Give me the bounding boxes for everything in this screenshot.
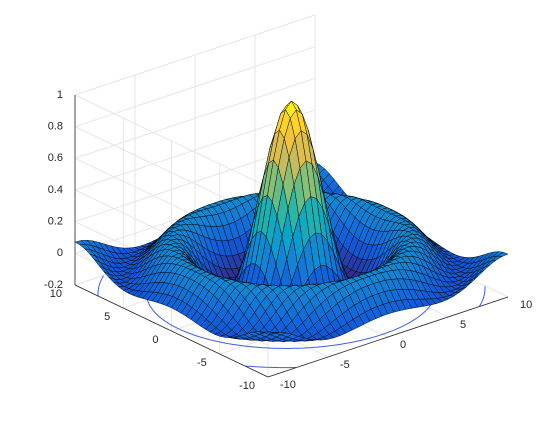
x-tick-label: 10 [520,299,532,311]
x-axis-line [267,296,509,378]
y-tick-label: 10 [50,288,62,300]
z-tick-label: -0.2 [44,279,63,291]
z-tick-label: 1 [57,89,63,101]
x-tick-label: -5 [340,359,350,371]
y-tick-label: -10 [239,380,255,392]
y-axis-line [74,284,269,378]
grid-line [74,94,269,188]
z-tick-label: 0.6 [48,152,63,164]
surface-mesh [74,100,509,342]
grid-line [74,14,316,96]
z-tick-label: 0.2 [48,216,63,228]
y-tick-label: 5 [104,311,110,323]
axis-lines [74,95,509,378]
surface-patch [496,251,509,257]
z-tick-label: 0 [57,247,63,259]
grid-line [74,46,316,128]
tick-labels: -0.2 0 0.2 0.4 0.6 0.8 1 -10 -5 0 5 10 -10 -5 0 5 10 [44,89,532,392]
y-tick-label: 0 [152,334,158,346]
x-tick-label: 0 [400,339,406,351]
grid-line [74,77,316,159]
z-tick-label: 0.4 [48,184,63,196]
x-tick-label: 5 [460,319,466,331]
grid-line [74,109,316,191]
y-tick-label: -5 [197,357,207,369]
x-tick-label: -10 [280,379,296,391]
z-tick-label: 0.8 [48,121,63,133]
